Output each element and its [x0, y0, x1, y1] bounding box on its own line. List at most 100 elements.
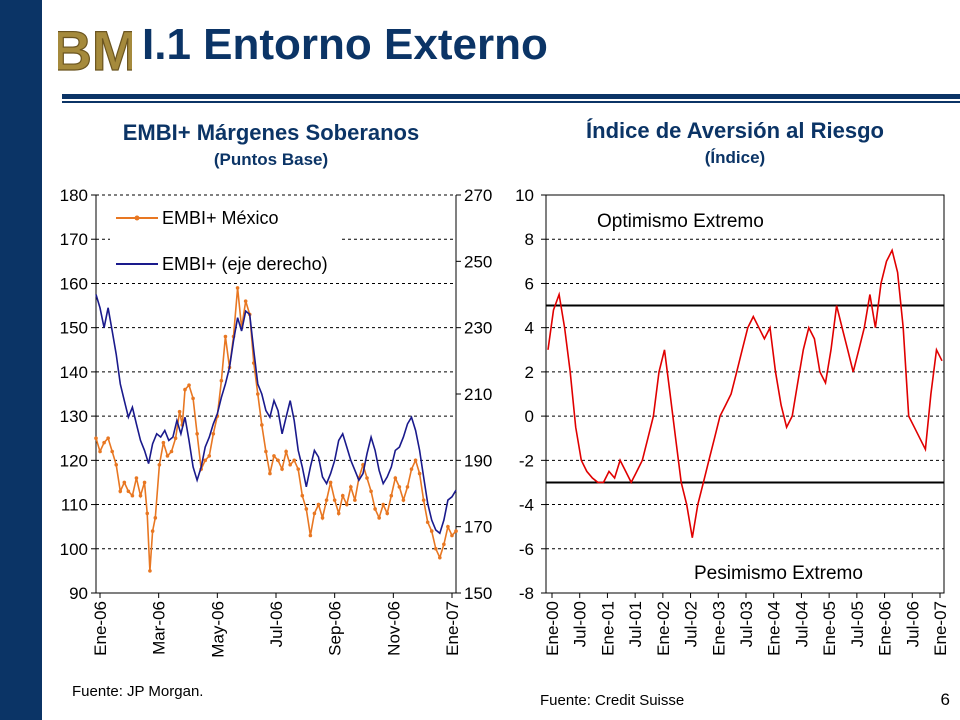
embi-mexico-point — [177, 409, 182, 414]
embi-mexico-point — [284, 449, 288, 454]
x-tick-label: Ene-00 — [543, 601, 562, 656]
x-tick-label: Jul-05 — [848, 601, 867, 647]
page-title: I.1 Entorno Externo — [142, 20, 548, 69]
x-tick-label: Nov-06 — [384, 601, 403, 656]
embi-mexico-point — [211, 432, 216, 436]
embi-mexico-point — [150, 529, 155, 533]
embi-mexico-point — [454, 529, 458, 533]
right-y-tick-label: 170 — [464, 518, 492, 537]
x-tick-label: Jul-03 — [737, 601, 756, 647]
embi-mexico-point — [385, 511, 390, 516]
y-tick-label: 10 — [515, 186, 534, 205]
embi-mexico-point — [324, 498, 329, 502]
embi-mexico-point — [272, 454, 276, 458]
right-y-tick-label: 230 — [464, 319, 492, 338]
left-chart-title: EMBI+ Márgenes Soberanos — [122, 120, 420, 145]
risk-aversion-line — [547, 248, 943, 538]
embi-mexico-point — [235, 286, 240, 290]
embi-mexico-point — [243, 299, 248, 303]
embi-mexico-point — [145, 511, 150, 516]
logo-letters: BM — [58, 19, 132, 82]
embi-mexico-point — [219, 378, 224, 383]
embi-mexico-point — [264, 449, 268, 454]
embi-mexico-point — [377, 516, 381, 520]
left-y-tick-label: 160 — [60, 274, 88, 293]
x-tick-label: Ene-01 — [598, 601, 617, 656]
embi-mexico-point — [328, 480, 333, 485]
right-y-tick-label: 270 — [464, 186, 492, 205]
y-tick-label: 2 — [525, 363, 534, 382]
embi-mexico-point — [308, 533, 313, 538]
y-tick-label: 8 — [525, 230, 534, 249]
embi-mexico-point — [344, 502, 349, 507]
embi-mexico-point — [165, 454, 170, 458]
embi-mexico-point — [292, 458, 297, 463]
left-chart-source: Fuente: JP Morgan. — [72, 683, 204, 700]
embi-mexico-point — [373, 507, 377, 511]
embi-mexico-point — [102, 440, 106, 445]
embi-mexico-point — [260, 423, 264, 427]
embi-mexico-point — [134, 476, 139, 480]
right-y-tick-label: 210 — [464, 385, 492, 404]
embi-mexico-point — [223, 334, 228, 339]
y-tick-label: -6 — [519, 540, 534, 559]
left-y-tick-label: 150 — [60, 319, 88, 338]
embi-mexico-point — [106, 436, 110, 441]
embi-mexico-line — [95, 287, 457, 571]
y-tick-label: 4 — [525, 319, 534, 338]
annotation-pessimism: Pesimismo Extremo — [694, 563, 863, 584]
embi-mexico-point — [433, 546, 438, 551]
embi-mexico-point — [187, 383, 191, 387]
x-tick-label: Jul-04 — [792, 601, 811, 647]
embi-plus-line — [95, 294, 457, 535]
embi-mexico-point — [336, 511, 341, 516]
page-number: 6 — [940, 690, 950, 709]
x-tick-label: Jul-00 — [571, 601, 590, 647]
embi-mexico-point — [353, 498, 357, 502]
embi-mexico-point — [183, 387, 187, 392]
bank-logo: BM — [58, 18, 132, 82]
embi-mexico-point — [207, 454, 212, 458]
title-rule-thin — [62, 101, 960, 103]
left-y-tick-label: 180 — [60, 186, 88, 205]
left-y-tick-label: 110 — [61, 496, 88, 515]
embi-mexico-point — [118, 489, 123, 494]
left-y-tick-label: 120 — [60, 451, 88, 470]
plot-frame — [545, 194, 945, 594]
x-tick-label: Jul-01 — [626, 601, 645, 647]
y-tick-label: 6 — [525, 274, 534, 293]
embi-mexico-point — [429, 529, 434, 533]
x-tick-label: Ene-06 — [91, 601, 110, 656]
embi-mexico-point — [316, 502, 321, 507]
embi-mexico-point — [173, 436, 178, 441]
embi-mexico-point — [126, 489, 131, 494]
embi-mexico-point — [114, 462, 119, 467]
x-tick-label: Jul-02 — [682, 601, 701, 647]
left-y-tick-label: 100 — [60, 540, 88, 559]
embi-mexico-point — [393, 476, 398, 480]
embi-mexico-point — [138, 493, 143, 498]
x-tick-label: Mar-06 — [150, 601, 169, 655]
embi-mexico-point — [401, 498, 406, 502]
embi-mexico-point — [409, 467, 414, 471]
embi-mexico-point — [157, 462, 162, 467]
right-y-tick-label: 250 — [464, 252, 492, 271]
embi-mexico-point — [203, 458, 208, 463]
embi-mexico-point — [276, 458, 280, 463]
y-tick-label: -2 — [519, 451, 534, 470]
embi-mexico-point — [195, 432, 199, 436]
embi-mexico-point — [421, 498, 426, 502]
right-chart-title: Índice de Aversión al Riesgo — [586, 118, 884, 143]
title-rule-thick — [62, 94, 960, 99]
annotation-optimism: Optimismo Extremo — [597, 211, 764, 232]
y-tick-label: -4 — [519, 496, 534, 515]
x-tick-label: Sep-06 — [326, 601, 345, 656]
x-tick-label: Ene-06 — [876, 601, 895, 656]
embi-mexico-point — [98, 449, 102, 454]
embi-mexico-point — [296, 467, 301, 471]
embi-mexico-point — [340, 493, 345, 498]
embi-mexico-point — [320, 516, 325, 520]
legend-box — [110, 204, 342, 278]
left-y-tick-label: 90 — [69, 584, 88, 603]
